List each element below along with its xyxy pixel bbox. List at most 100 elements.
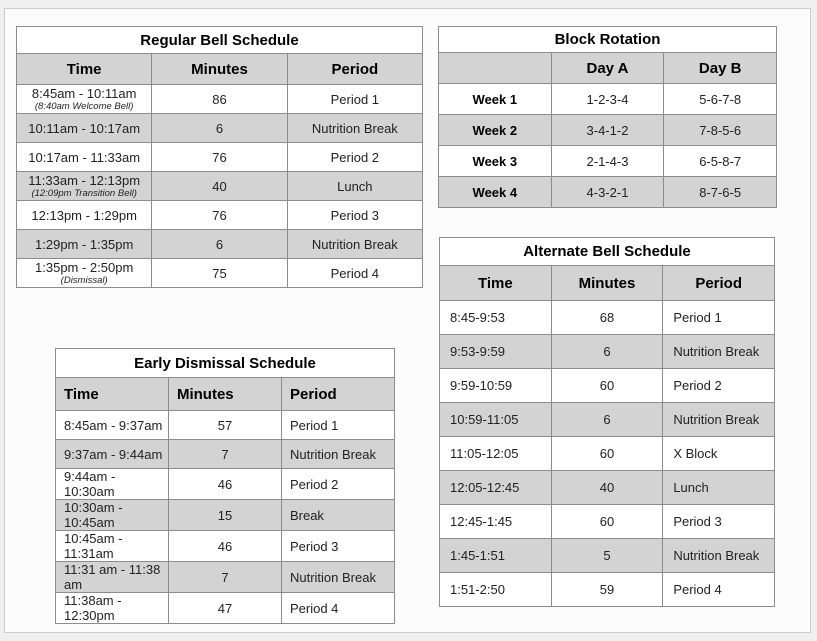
period-cell: Break [280, 499, 396, 531]
time-cell: 9:53-9:59 [439, 334, 552, 369]
table-row: Week 3 2-1-4-3 6-5-8-7 [438, 145, 777, 177]
day-b-value: 7-8-5-6 [699, 122, 742, 138]
time-value: 8:45-9:53 [450, 310, 505, 325]
time-value: 10:30am - 10:45am [64, 500, 123, 530]
week-cell: Week 3 [438, 145, 552, 177]
time-cell: 9:37am - 9:44am [55, 439, 169, 469]
table-row: 1:29pm - 1:35pm 6 Nutrition Break [15, 229, 424, 259]
time-cell: 8:45-9:53 [439, 300, 552, 335]
period-cell: Period 4 [286, 258, 424, 288]
period-value: Period 1 [673, 310, 722, 325]
table-row: Week 4 4-3-2-1 8-7-6-5 [438, 176, 777, 208]
regular-bell-schedule-table: Regular Bell Schedule Time Minutes Perio… [15, 26, 424, 288]
column-header-minutes: Minutes [167, 377, 282, 411]
minutes-cell: 40 [151, 171, 288, 201]
time-value: 1:51-2:50 [450, 582, 505, 597]
table-row: 10:45am - 11:31am 46 Period 3 [55, 530, 396, 562]
minutes-cell: 5 [550, 538, 664, 573]
minutes-value: 6 [215, 236, 224, 252]
week-cell: Week 1 [438, 83, 552, 115]
time-cell: 9:44am - 10:30am [55, 468, 169, 500]
header-row: Time Minutes Period [55, 377, 396, 411]
week-cell: Week 4 [438, 176, 552, 208]
week-value: Week 2 [472, 122, 518, 138]
period-cell: Nutrition Break [662, 402, 775, 437]
period-value: Period 2 [289, 476, 339, 492]
period-cell: Lunch [286, 171, 424, 201]
table-row: 10:11am - 10:17am 6 Nutrition Break [15, 113, 424, 143]
column-header-time: Time [15, 53, 153, 85]
minutes-value: 46 [217, 476, 233, 492]
table-title-row: Early Dismissal Schedule [55, 348, 395, 378]
column-header-period: Period [286, 53, 424, 85]
minutes-cell: 75 [151, 258, 288, 288]
period-value: Nutrition Break [311, 236, 398, 252]
period-cell: Nutrition Break [286, 229, 424, 259]
minutes-value: 15 [217, 507, 233, 523]
day-a-value: 4-3-2-1 [586, 184, 629, 200]
table-row: 9:53-9:59 6 Nutrition Break [439, 334, 775, 369]
minutes-value: 57 [217, 417, 233, 433]
time-cell: 11:05-12:05 [439, 436, 552, 471]
table-row: 11:38am - 12:30pm 47 Period 4 [55, 592, 396, 624]
time-value: 1:45-1:51 [450, 548, 505, 563]
header-row: Time Minutes Period [15, 53, 424, 85]
period-cell: Period 3 [286, 200, 424, 230]
week-value: Week 1 [472, 91, 518, 107]
time-value: 10:17am - 11:33am [28, 149, 141, 165]
day-b-cell: 7-8-5-6 [663, 114, 777, 146]
time-value: 9:53-9:59 [450, 344, 505, 359]
time-value: 11:31 am - 11:38 am [64, 562, 161, 592]
time-value: 8:45am - 9:37am [64, 417, 163, 433]
minutes-value: 76 [212, 149, 227, 165]
time-value: 11:33am - 12:13pm [28, 173, 141, 188]
minutes-value: 40 [212, 178, 227, 194]
period-value: Period 3 [330, 207, 380, 223]
minutes-cell: 60 [550, 504, 664, 539]
table-row: 10:59-11:05 6 Nutrition Break [439, 402, 775, 437]
time-value: 10:59-11:05 [450, 412, 519, 427]
minutes-value: 40 [599, 480, 615, 495]
period-cell: Period 2 [280, 468, 396, 500]
table-row: Week 1 1-2-3-4 5-6-7-8 [438, 83, 777, 115]
table-row: 11:31 am - 11:38 am 7 Nutrition Break [55, 561, 396, 593]
minutes-value: 6 [215, 120, 224, 136]
table-row: 1:45-1:51 5 Nutrition Break [439, 538, 775, 573]
table-title-row: Alternate Bell Schedule [439, 237, 775, 266]
table-row: 11:05-12:05 60 X Block [439, 436, 775, 471]
time-value: 11:38am - 12:30pm [64, 593, 122, 623]
minutes-value: 6 [603, 412, 611, 427]
period-cell: Period 1 [662, 300, 775, 335]
minutes-cell: 46 [167, 530, 282, 562]
minutes-cell: 57 [167, 410, 282, 440]
column-header-day-b: Day B [663, 52, 777, 84]
header-row: Time Minutes Period [439, 265, 775, 301]
block-rotation-table-body: Week 1 1-2-3-4 5-6-7-8 Week 2 3-4-1-2 7-8-5-6… [438, 83, 777, 208]
period-cell: Nutrition Break [280, 561, 396, 593]
minutes-value: 68 [599, 310, 615, 325]
block-rotation-table: Block Rotation Day A Day B Week 1 1-2-3-4… [438, 26, 777, 208]
period-cell: Nutrition Break [662, 538, 775, 573]
table-title-row: Block Rotation [438, 26, 777, 53]
table-title: Early Dismissal Schedule [55, 348, 395, 378]
table-row: Week 2 3-4-1-2 7-8-5-6 [438, 114, 777, 146]
alternate-table-body: 8:45-9:53 68 Period 1 9:53-9:59 6 Nutrition B… [439, 300, 775, 607]
time-cell: 11:33am - 12:13pm (12:09pm Transition Bel… [15, 171, 153, 201]
minutes-value: 76 [212, 207, 227, 223]
column-header-minutes: Minutes [550, 265, 664, 301]
early-dismissal-schedule-table: Early Dismissal Schedule Time Minutes Pe… [55, 348, 396, 624]
minutes-cell: 6 [550, 334, 664, 369]
period-value: Period 3 [673, 514, 722, 529]
day-a-cell: 2-1-4-3 [550, 145, 665, 177]
period-value: Period 4 [330, 265, 380, 281]
column-header-period: Period [662, 265, 775, 301]
period-value: Lunch [673, 480, 709, 495]
time-cell: 10:17am - 11:33am [15, 142, 153, 172]
minutes-cell: 15 [167, 499, 282, 531]
minutes-value: 7 [221, 569, 229, 585]
table-row: 8:45am - 10:11am (8:40am Welcome Bell) 86 P… [15, 84, 424, 114]
table-row: 9:44am - 10:30am 46 Period 2 [55, 468, 396, 500]
period-cell: Nutrition Break [286, 113, 424, 143]
table-row: 8:45am - 9:37am 57 Period 1 [55, 410, 396, 440]
